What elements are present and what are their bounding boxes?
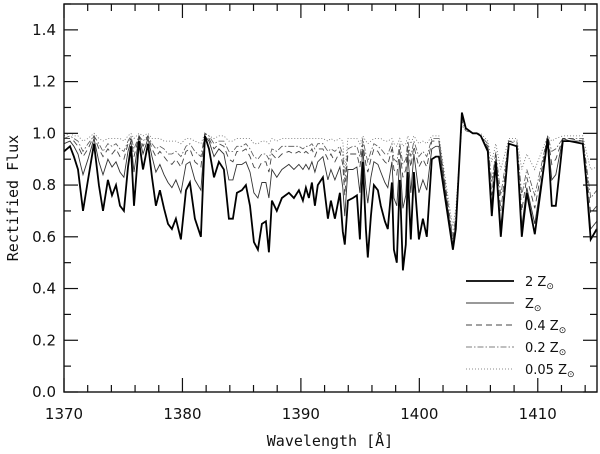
- legend-label: 0.05 Z⊙: [525, 363, 575, 380]
- legend: 2 Z⊙ Z⊙ 0.4 Z⊙ 0.2 Z⊙ 0.05 Z⊙: [466, 275, 575, 380]
- y-tick-label: 0.4: [32, 280, 56, 298]
- tick-labels: 1370 1380 1390 1400 1410 0.0 0.2 0.4 0.6 0.8 1.0 1.…: [32, 21, 557, 423]
- x-tick-label: 1400: [400, 405, 438, 423]
- legend-label: 0.2 Z⊙: [525, 341, 566, 358]
- y-tick-label: 0.2: [32, 331, 56, 349]
- spectra-lines: [63, 112, 598, 271]
- x-axis-title: Wavelength [Å]: [267, 431, 393, 450]
- x-tick-label: 1380: [163, 405, 201, 423]
- y-axis-title: Rectified Flux: [4, 135, 22, 261]
- x-tick-label: 1370: [45, 405, 83, 423]
- legend-label: 2 Z⊙: [525, 275, 554, 292]
- series-line-3: [63, 120, 598, 237]
- series-line-0: [63, 112, 598, 271]
- legend-label: Z⊙: [525, 297, 541, 314]
- x-tick-label: 1410: [519, 405, 557, 423]
- y-tick-label: 1.0: [32, 124, 56, 142]
- y-tick-label: 0.8: [32, 176, 56, 194]
- plot-frame: [63, 3, 598, 393]
- legend-label: 0.4 Z⊙: [525, 319, 566, 336]
- y-tick-label: 0.0: [32, 383, 56, 401]
- x-tick-label: 1390: [282, 405, 320, 423]
- y-tick-label: 0.6: [32, 228, 56, 246]
- y-tick-label: 1.4: [32, 21, 56, 39]
- y-tick-label: 1.2: [32, 73, 56, 91]
